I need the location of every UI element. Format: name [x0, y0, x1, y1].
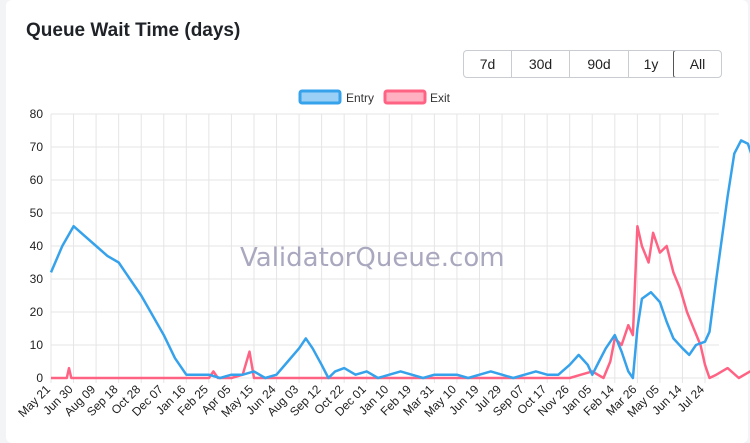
watermark: ValidatorQueue.com	[240, 243, 505, 273]
range-7d-button[interactable]: 7d	[464, 51, 512, 77]
range-90d-button[interactable]: 90d	[570, 51, 629, 77]
y-tick-label: 40	[30, 239, 44, 253]
y-tick-label: 20	[30, 305, 44, 319]
y-tick-label: 80	[30, 107, 44, 121]
y-tick-label: 30	[30, 272, 44, 286]
legend-entry-swatch[interactable]	[298, 89, 342, 105]
legend-exit-label[interactable]: Exit	[430, 91, 451, 105]
y-tick-label: 50	[30, 206, 44, 220]
y-tick-label: 10	[30, 338, 44, 352]
series-lines	[49, 139, 750, 380]
legend-exit-swatch[interactable]	[383, 89, 427, 105]
legend-entry-label[interactable]: Entry	[346, 91, 374, 105]
legend[interactable]: Entry Exit	[298, 89, 451, 105]
x-tick-label: Jul 24	[675, 382, 708, 415]
chart-card: Queue Wait Time (days) 7d 30d 90d 1y All	[6, 0, 748, 443]
y-tick-label: 0	[36, 371, 43, 385]
chart-title: Queue Wait Time (days)	[26, 20, 241, 41]
y-tick-label: 70	[30, 140, 44, 154]
y-tick-label: 60	[30, 173, 44, 187]
series-line-entry	[49, 139, 750, 380]
range-30d-button[interactable]: 30d	[512, 51, 570, 77]
y-axis: 0 10 20 30 40 50 60 70 80	[30, 107, 44, 385]
range-all-button[interactable]: All	[673, 51, 721, 77]
time-range-selector: 7d 30d 90d 1y All	[463, 50, 722, 78]
grid-lines	[50, 113, 719, 383]
